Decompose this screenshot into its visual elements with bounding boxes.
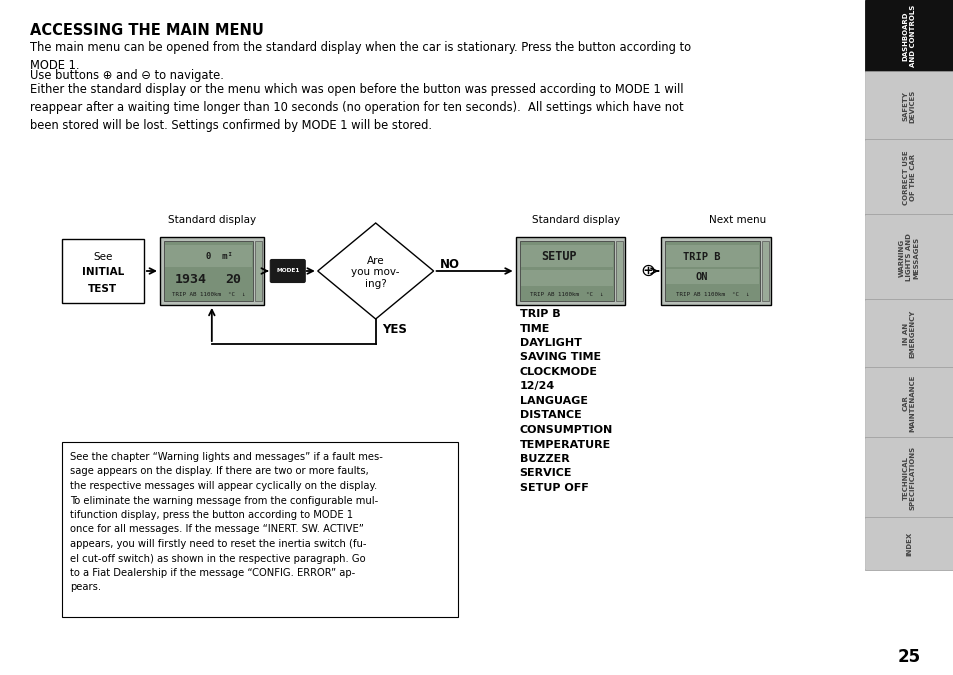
FancyBboxPatch shape <box>863 215 953 300</box>
FancyBboxPatch shape <box>666 245 759 267</box>
FancyBboxPatch shape <box>254 241 261 301</box>
Text: DASHBOARD
AND CONTROLS: DASHBOARD AND CONTROLS <box>902 5 915 67</box>
FancyBboxPatch shape <box>519 241 614 301</box>
FancyBboxPatch shape <box>616 241 623 301</box>
Text: Standard display: Standard display <box>532 215 620 225</box>
Text: LANGUAGE: LANGUAGE <box>519 396 587 406</box>
Polygon shape <box>317 223 434 319</box>
FancyBboxPatch shape <box>164 241 253 301</box>
FancyBboxPatch shape <box>863 518 953 570</box>
FancyBboxPatch shape <box>515 237 625 305</box>
Text: TRIP B: TRIP B <box>519 309 559 319</box>
Text: Either the standard display or the menu which was open before the button was pre: Either the standard display or the menu … <box>30 83 683 132</box>
Text: Are: Are <box>367 256 384 266</box>
Text: 25: 25 <box>897 648 920 666</box>
FancyBboxPatch shape <box>62 442 457 617</box>
Text: el cut-off switch) as shown in the respective paragraph. Go: el cut-off switch) as shown in the respe… <box>70 554 365 564</box>
Text: pears.: pears. <box>70 583 101 593</box>
Text: IN AN
EMERGENCY: IN AN EMERGENCY <box>902 310 915 358</box>
Text: Next menu: Next menu <box>708 215 765 225</box>
FancyBboxPatch shape <box>62 239 144 303</box>
Text: DISTANCE: DISTANCE <box>519 410 580 421</box>
FancyBboxPatch shape <box>863 300 953 369</box>
Text: ACCESSING THE MAIN MENU: ACCESSING THE MAIN MENU <box>30 23 264 38</box>
FancyBboxPatch shape <box>160 237 263 305</box>
Text: TECHNICAL
SPECIFICATIONS: TECHNICAL SPECIFICATIONS <box>902 446 915 510</box>
Text: CAR
MAINTENANCE: CAR MAINTENANCE <box>902 375 915 432</box>
Text: Use buttons ⊕ and ⊖ to navigate.: Use buttons ⊕ and ⊖ to navigate. <box>30 69 224 82</box>
Text: The main menu can be opened from the standard display when the car is stationary: The main menu can be opened from the sta… <box>30 41 690 72</box>
Text: you mov-: you mov- <box>351 267 399 277</box>
Text: CONSUMPTION: CONSUMPTION <box>519 425 612 435</box>
Text: TRIP B: TRIP B <box>682 252 720 262</box>
FancyBboxPatch shape <box>660 237 771 305</box>
Text: 20: 20 <box>225 273 241 286</box>
Text: WARNING
LIGHTS AND
MESSAGES: WARNING LIGHTS AND MESSAGES <box>898 234 918 281</box>
Text: ON: ON <box>695 272 707 282</box>
FancyBboxPatch shape <box>165 245 252 267</box>
Text: SAFETY
DEVICES: SAFETY DEVICES <box>902 89 915 123</box>
Text: SAVING TIME: SAVING TIME <box>519 352 600 362</box>
FancyBboxPatch shape <box>863 0 953 72</box>
Text: tifunction display, press the button according to MODE 1: tifunction display, press the button acc… <box>70 510 353 520</box>
Text: TEMPERATURE: TEMPERATURE <box>519 439 610 450</box>
Text: ⊕: ⊕ <box>639 262 655 280</box>
FancyBboxPatch shape <box>863 140 953 215</box>
Text: See: See <box>93 252 112 262</box>
Text: INITIAL: INITIAL <box>82 267 124 277</box>
Text: BUZZER: BUZZER <box>519 454 569 464</box>
Text: See the chapter “Warning lights and messages” if a fault mes-: See the chapter “Warning lights and mess… <box>70 452 382 462</box>
Text: TEST: TEST <box>89 284 117 294</box>
FancyBboxPatch shape <box>520 245 613 267</box>
Text: ing?: ing? <box>364 279 386 289</box>
Text: CORRECT USE
OF THE CAR: CORRECT USE OF THE CAR <box>902 151 915 205</box>
Text: INDEX: INDEX <box>905 532 911 556</box>
Text: 0  mᴵ: 0 mᴵ <box>205 252 233 261</box>
Text: SETUP OFF: SETUP OFF <box>519 483 588 493</box>
Text: NO: NO <box>439 257 459 271</box>
Text: YES: YES <box>381 323 406 336</box>
Text: 12/24: 12/24 <box>519 381 555 391</box>
Text: the respective messages will appear cyclically on the display.: the respective messages will appear cycl… <box>70 481 376 491</box>
Text: TRIP AB 1100km  °C  ↓: TRIP AB 1100km °C ↓ <box>676 292 749 298</box>
Text: once for all messages. If the message “INERT. SW. ACTIVE”: once for all messages. If the message “I… <box>70 524 363 535</box>
Text: SETUP: SETUP <box>541 250 577 263</box>
Text: SERVICE: SERVICE <box>519 468 572 479</box>
Text: TRIP AB 1100km  °C  ↓: TRIP AB 1100km °C ↓ <box>172 292 245 298</box>
Text: sage appears on the display. If there are two or more faults,: sage appears on the display. If there ar… <box>70 466 368 477</box>
Text: CLOCKMODE: CLOCKMODE <box>519 367 597 377</box>
FancyBboxPatch shape <box>520 271 613 286</box>
Text: to a Fiat Dealership if the message “CONFIG. ERROR” ap-: to a Fiat Dealership if the message “CON… <box>70 568 355 578</box>
Text: appears, you will firstly need to reset the inertia switch (fu-: appears, you will firstly need to reset … <box>70 539 366 549</box>
Text: MODE1: MODE1 <box>275 269 299 273</box>
Text: 1934: 1934 <box>174 273 207 286</box>
FancyBboxPatch shape <box>666 269 759 284</box>
FancyBboxPatch shape <box>665 241 760 301</box>
Text: TRIP AB 1100km  °C  ↓: TRIP AB 1100km °C ↓ <box>530 292 603 298</box>
FancyBboxPatch shape <box>863 72 953 140</box>
Text: To eliminate the warning message from the configurable mul-: To eliminate the warning message from th… <box>70 495 377 506</box>
FancyBboxPatch shape <box>863 367 953 439</box>
FancyBboxPatch shape <box>761 241 768 301</box>
FancyBboxPatch shape <box>270 259 305 283</box>
Text: Standard display: Standard display <box>168 215 255 225</box>
FancyBboxPatch shape <box>863 437 953 518</box>
Text: TIME: TIME <box>519 323 549 333</box>
Text: DAYLIGHT: DAYLIGHT <box>519 338 580 348</box>
